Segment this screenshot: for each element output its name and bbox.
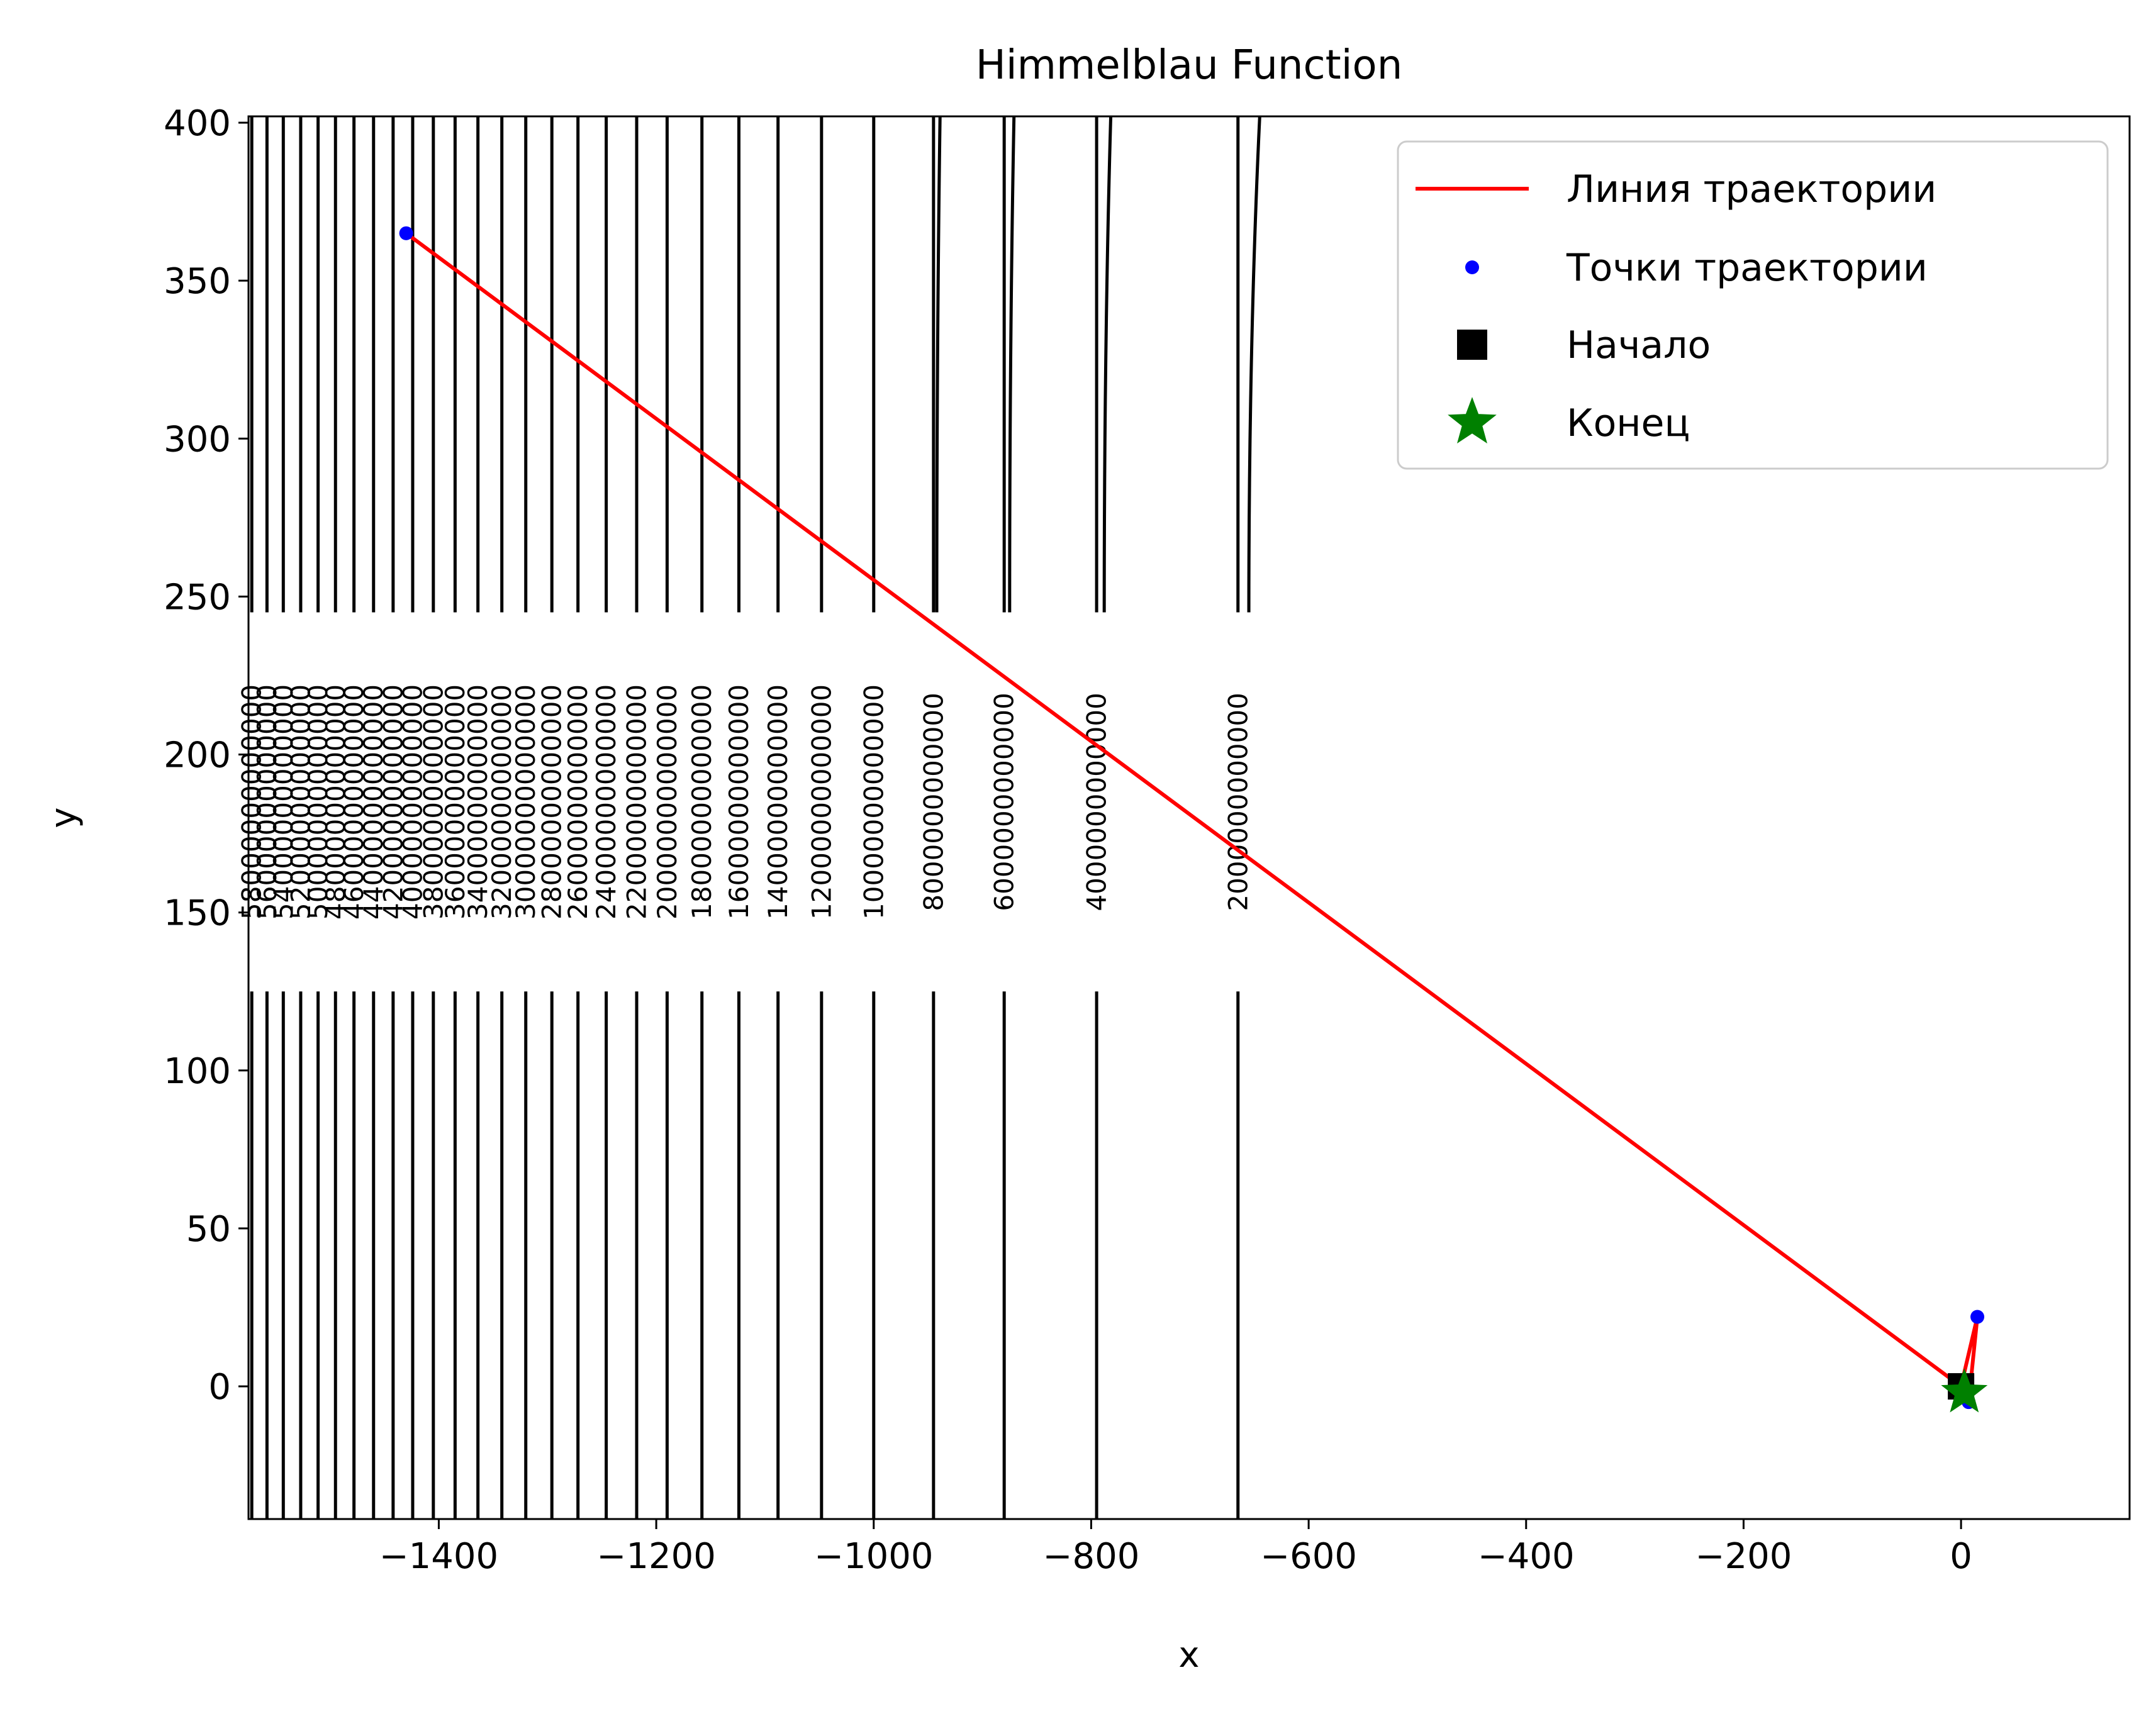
- contour-label-1: 4000000000000: [1081, 693, 1112, 911]
- contour-label-7: 16000000000000: [723, 684, 754, 920]
- legend-square-swatch: [1457, 330, 1487, 360]
- legend: Линия траектории Точки траектории Начало Ко…: [1397, 140, 2109, 470]
- contour-label-26: 54000000000000: [268, 684, 299, 920]
- contour-label-21: 44000000000000: [358, 684, 389, 920]
- y-tick-label-8: 400: [164, 103, 231, 144]
- legend-label-3: Конец: [1567, 401, 1690, 445]
- contour-outer-line-2: [1008, 116, 1016, 613]
- x-tick-label-7: 0: [1950, 1536, 1972, 1577]
- legend-star-swatch: [1448, 397, 1497, 443]
- contour-lines: [250, 116, 1261, 1519]
- y-tick-label-6: 300: [164, 419, 231, 460]
- x-tick-label-6: −200: [1695, 1536, 1792, 1577]
- x-tick-label-0: −1400: [379, 1536, 498, 1577]
- contour-label-8: 18000000000000: [686, 684, 717, 920]
- contour-label-25: 52000000000000: [285, 684, 316, 920]
- contour-labels: 2000000000000 4000000000000 6000000000000 8…: [237, 684, 1254, 920]
- y-tick-label-3: 150: [164, 893, 231, 934]
- x-tick-label-4: −600: [1260, 1536, 1357, 1577]
- contour-label-9: 20000000000000: [652, 684, 683, 920]
- contour-label-10: 22000000000000: [622, 684, 652, 920]
- contour-label-18: 38000000000000: [418, 684, 449, 920]
- y-axis-label: y: [43, 807, 84, 828]
- contour-label-4: 10000000000000: [858, 684, 889, 920]
- contour-label-17: 36000000000000: [440, 684, 471, 920]
- contour-label-5: 12000000000000: [806, 684, 837, 920]
- contour-label-19: 40000000000000: [397, 684, 428, 920]
- contour-label-23: 48000000000000: [320, 684, 351, 920]
- contour-label-12: 26000000000000: [562, 684, 593, 920]
- chart-title: Himmelblau Function: [976, 42, 1403, 89]
- contour-label-16: 34000000000000: [462, 684, 493, 920]
- y-tick-label-4: 200: [164, 735, 231, 776]
- contour-label-11: 24000000000000: [591, 684, 622, 920]
- legend-label-1: Точки траектории: [1566, 246, 1928, 290]
- contour-label-3: 8000000000000: [918, 693, 949, 911]
- trajectory-point-0: [399, 226, 413, 240]
- y-axis-ticks: 0 50 100 150 200 250 300 350 400: [164, 103, 249, 1408]
- contour-label-22: 46000000000000: [338, 684, 369, 920]
- y-tick-label-1: 50: [186, 1209, 231, 1250]
- contour-label-15: 32000000000000: [486, 684, 517, 920]
- end-marker: [1941, 1368, 1988, 1413]
- contour-label-14: 30000000000000: [510, 684, 541, 920]
- trajectory-layer: [399, 226, 1988, 1413]
- y-tick-label-2: 100: [164, 1051, 231, 1092]
- y-tick-label-7: 350: [164, 261, 231, 302]
- contour-outer-line-3: [935, 116, 942, 613]
- contour-label-6: 14000000000000: [762, 684, 793, 920]
- legend-box: [1397, 140, 2109, 470]
- y-tick-label-5: 250: [164, 577, 231, 618]
- x-tick-label-2: −1000: [814, 1536, 933, 1577]
- legend-dot-swatch: [1465, 260, 1479, 274]
- contour-label-20: 42000000000000: [377, 684, 408, 920]
- x-axis-label: x: [1178, 1635, 1199, 1676]
- contour-outer-line-1: [1102, 116, 1113, 613]
- legend-label-0: Линия траектории: [1567, 167, 1936, 211]
- x-axis-ticks: −1400 −1200 −1000 −800 −600 −400 −200 0: [379, 1519, 1972, 1577]
- contour-label-13: 28000000000000: [537, 684, 567, 920]
- contour-label-28: 58000000000000: [237, 684, 267, 920]
- contour-label-0: 2000000000000: [1222, 693, 1253, 911]
- contour-outer-line-0: [1247, 116, 1261, 613]
- contour-label-2: 6000000000000: [989, 693, 1020, 911]
- y-tick-label-0: 0: [208, 1367, 231, 1408]
- contour-label-27: 56000000000000: [252, 684, 282, 920]
- trajectory-point-1: [1970, 1310, 1985, 1324]
- x-tick-label-5: −400: [1478, 1536, 1575, 1577]
- x-tick-label-3: −800: [1043, 1536, 1140, 1577]
- x-tick-label-1: −1200: [596, 1536, 715, 1577]
- plot-frame: [247, 115, 2131, 1520]
- contour-label-24: 50000000000000: [303, 684, 333, 920]
- legend-label-2: Начало: [1567, 323, 1711, 367]
